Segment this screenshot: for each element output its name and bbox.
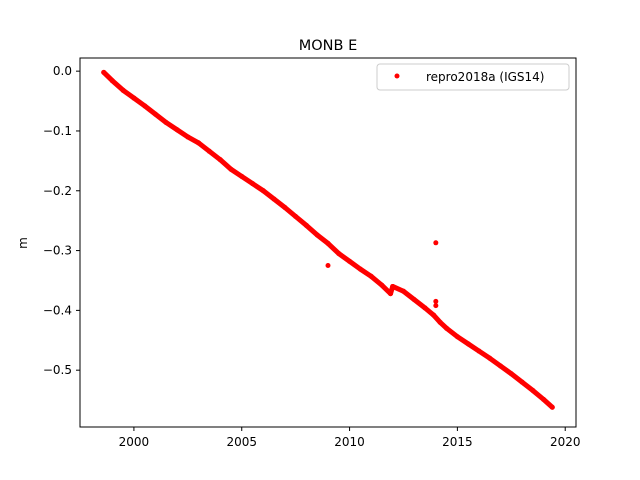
x-tick-label: 2015 (442, 435, 473, 449)
y-tick-label: −0.3 (43, 244, 72, 258)
legend-label: repro2018a (IGS14) (426, 70, 544, 84)
data-point (347, 258, 353, 264)
y-tick-label: −0.4 (43, 303, 72, 317)
data-point (519, 379, 525, 385)
data-point (411, 297, 417, 303)
data-point (508, 371, 514, 377)
data-point (498, 363, 504, 369)
data-point (487, 355, 493, 361)
data-point (314, 232, 320, 238)
data-point (454, 334, 460, 340)
x-tick-label: 2005 (226, 435, 257, 449)
y-tick-label: −0.1 (43, 124, 72, 138)
data-point (101, 69, 107, 75)
data-point (142, 103, 148, 109)
data-point (228, 166, 234, 172)
x-tick-label: 2000 (119, 435, 150, 449)
data-point (109, 78, 115, 84)
y-tick-label: −0.2 (43, 184, 72, 198)
data-point (437, 319, 443, 325)
data-point (325, 263, 331, 269)
data-point (549, 404, 555, 410)
y-axis: 0.0 −0.1 −0.2 −0.3 −0.4 −0.5 (43, 64, 80, 377)
data-point (422, 305, 428, 311)
data-point (282, 205, 288, 211)
data-point (379, 282, 385, 288)
data-point (433, 303, 439, 309)
data-point (444, 325, 450, 331)
legend-marker (394, 73, 400, 79)
data-point (390, 283, 396, 289)
data-point (271, 196, 277, 202)
data-point (325, 240, 331, 246)
data-point (239, 173, 245, 179)
data-point (465, 341, 471, 347)
data-point (120, 87, 126, 93)
data-point (303, 222, 309, 228)
data-point (357, 266, 363, 272)
x-tick-label: 2020 (550, 435, 581, 449)
data-point (541, 396, 547, 402)
data-point (260, 188, 266, 194)
legend-box (376, 63, 570, 91)
data-point (530, 388, 536, 394)
data-point (433, 240, 439, 246)
data-point (206, 148, 212, 154)
data-point (368, 273, 374, 279)
data-point (431, 312, 437, 318)
data-point (433, 298, 439, 304)
y-axis-label: m (16, 237, 30, 249)
legend: repro2018a (IGS14) (376, 63, 570, 91)
data-point (174, 127, 180, 133)
data-point (152, 111, 158, 117)
x-tick-label: 2010 (334, 435, 365, 449)
y-tick-label: −0.5 (43, 363, 72, 377)
data-point (476, 348, 482, 354)
data-point (217, 157, 223, 163)
data-point (400, 288, 406, 294)
x-axis: 2000 2005 2010 2015 2020 (119, 427, 581, 449)
data-point (131, 95, 137, 101)
data-point (185, 134, 191, 140)
data-point (388, 291, 394, 297)
chart-title: MONB E (299, 38, 358, 54)
data-point (163, 120, 169, 126)
plot-frame (79, 57, 577, 428)
data-points (101, 69, 555, 410)
data-point (336, 251, 342, 257)
y-tick-label: 0.0 (53, 64, 72, 78)
data-point (250, 181, 256, 187)
data-point (196, 140, 202, 146)
data-point (293, 213, 299, 219)
